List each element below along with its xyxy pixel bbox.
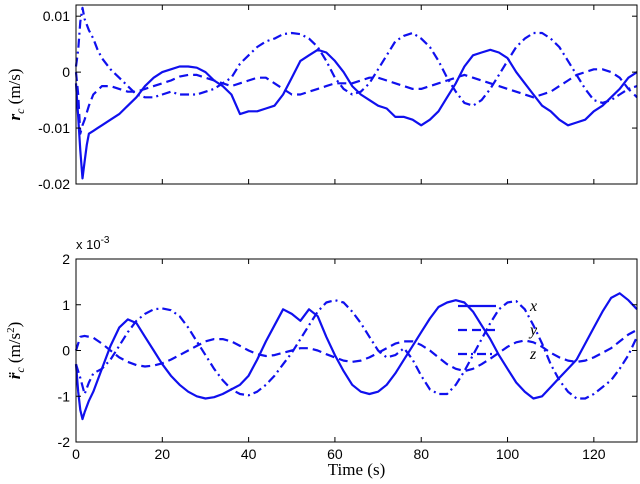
y-axis-symbol: r̈ (5, 372, 24, 379)
series-line-z (74, 299, 638, 400)
legend-label-x: x (529, 298, 537, 315)
plot-frame (75, 4, 638, 185)
axis-exponent-power: -3 (101, 235, 110, 246)
axis-exponent: x 10-3 (76, 235, 110, 252)
plot-frame (75, 258, 638, 443)
x-tick-label: 120 (582, 446, 606, 462)
y-tick-label: -0.02 (38, 176, 70, 192)
y-tick-label: 0 (62, 343, 70, 359)
y-axis-label: rc (m/s) (5, 68, 27, 120)
series-line-x (74, 48, 638, 180)
y-tick-label: -2 (58, 434, 71, 450)
y-axis-unit: (m/s) (5, 68, 24, 108)
x-tick-label: 80 (413, 446, 429, 462)
x-tick-label: 40 (241, 446, 257, 462)
series-line-x (74, 292, 638, 421)
y-tick-label: -1 (58, 388, 71, 404)
x-tick-label: 60 (327, 446, 343, 462)
series-line-y (74, 328, 638, 373)
x-tick-label: 0 (72, 446, 80, 462)
y-axis-subscript: c (13, 108, 27, 114)
axis-exponent-base: x 10 (76, 237, 101, 252)
y-axis-label: r̈c (m/s2) (5, 322, 27, 380)
y-axis-unit: (m/s (5, 333, 24, 367)
legend-label-z: z (529, 346, 537, 363)
velocity-panel: -0.02 -0.01 0 0.01 rc (m/s) xyz (5, 4, 638, 363)
y-tick-label: 2 (62, 251, 70, 267)
y-tick-label: 1 (62, 297, 70, 313)
y-axis-unit-close: ) (5, 322, 24, 328)
legend-label-y: y (528, 322, 538, 339)
x-axis-label: Time (s) (328, 460, 385, 479)
y-axis-subscript: c (13, 367, 27, 373)
series-line-z (74, 6, 638, 107)
series-line-y (74, 68, 638, 135)
x-tick-label: 20 (155, 446, 171, 462)
legend: xyz (458, 298, 538, 363)
y-axis-superscript: 2 (5, 327, 17, 333)
y-tick-label: 0.01 (43, 8, 70, 24)
y-axis-symbol: r (5, 114, 24, 121)
y-tick-label: -0.01 (38, 120, 70, 136)
x-tick-label: 100 (496, 446, 520, 462)
y-tick-label: 0 (62, 64, 70, 80)
